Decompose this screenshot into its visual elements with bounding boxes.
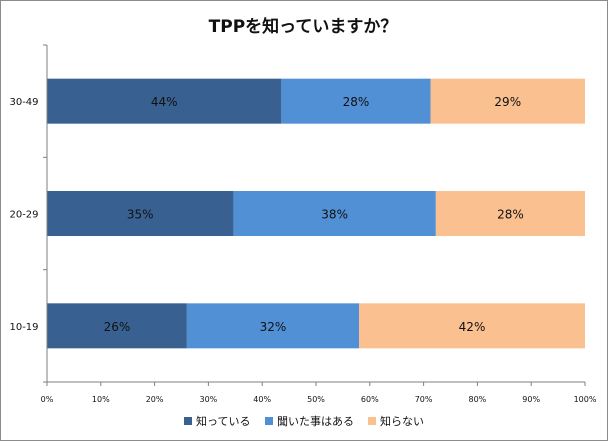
data-label: 28% <box>497 208 524 222</box>
legend-swatch <box>184 417 192 425</box>
bar-segment <box>186 303 360 349</box>
bar-segment <box>47 303 187 349</box>
data-label: 35% <box>127 208 154 222</box>
data-label: 29% <box>494 95 521 109</box>
data-label: 32% <box>260 320 287 334</box>
y-tick-label: 10-19 <box>9 322 38 333</box>
legend-label: 聞いた事はある <box>277 415 354 428</box>
y-tick-label: 30-49 <box>9 97 38 108</box>
legend-swatch <box>265 417 273 425</box>
bar-segment <box>281 78 431 124</box>
data-label: 44% <box>151 95 178 109</box>
x-tick-label: 100% <box>574 395 597 404</box>
legend-label: 知っている <box>196 414 250 428</box>
x-tick-label: 80% <box>469 395 487 404</box>
x-tick-label: 70% <box>415 395 433 404</box>
data-label: 38% <box>321 208 348 222</box>
y-tick-label: 20-29 <box>9 210 38 221</box>
x-tick-label: 50% <box>307 395 325 404</box>
bar-segment <box>359 303 585 349</box>
bar-segment <box>47 78 282 124</box>
bar-segment <box>47 191 234 236</box>
bar-segment <box>435 191 585 236</box>
legend-swatch <box>368 417 376 425</box>
data-label: 26% <box>104 320 131 334</box>
chart-title: TPPを知っていますか？ <box>208 17 398 37</box>
x-tick-label: 90% <box>522 395 540 404</box>
x-tick-label: 20% <box>146 395 164 404</box>
x-tick-label: 40% <box>253 395 271 404</box>
x-tick-label: 0% <box>41 395 54 404</box>
x-tick-label: 10% <box>92 395 110 404</box>
bar-segment <box>233 191 436 236</box>
x-tick-label: 60% <box>361 395 379 404</box>
data-label: 42% <box>459 320 486 334</box>
legend-label: 知らない <box>380 414 424 428</box>
bar-segment <box>430 78 585 124</box>
x-tick-label: 30% <box>200 395 218 404</box>
data-label: 28% <box>343 95 370 109</box>
